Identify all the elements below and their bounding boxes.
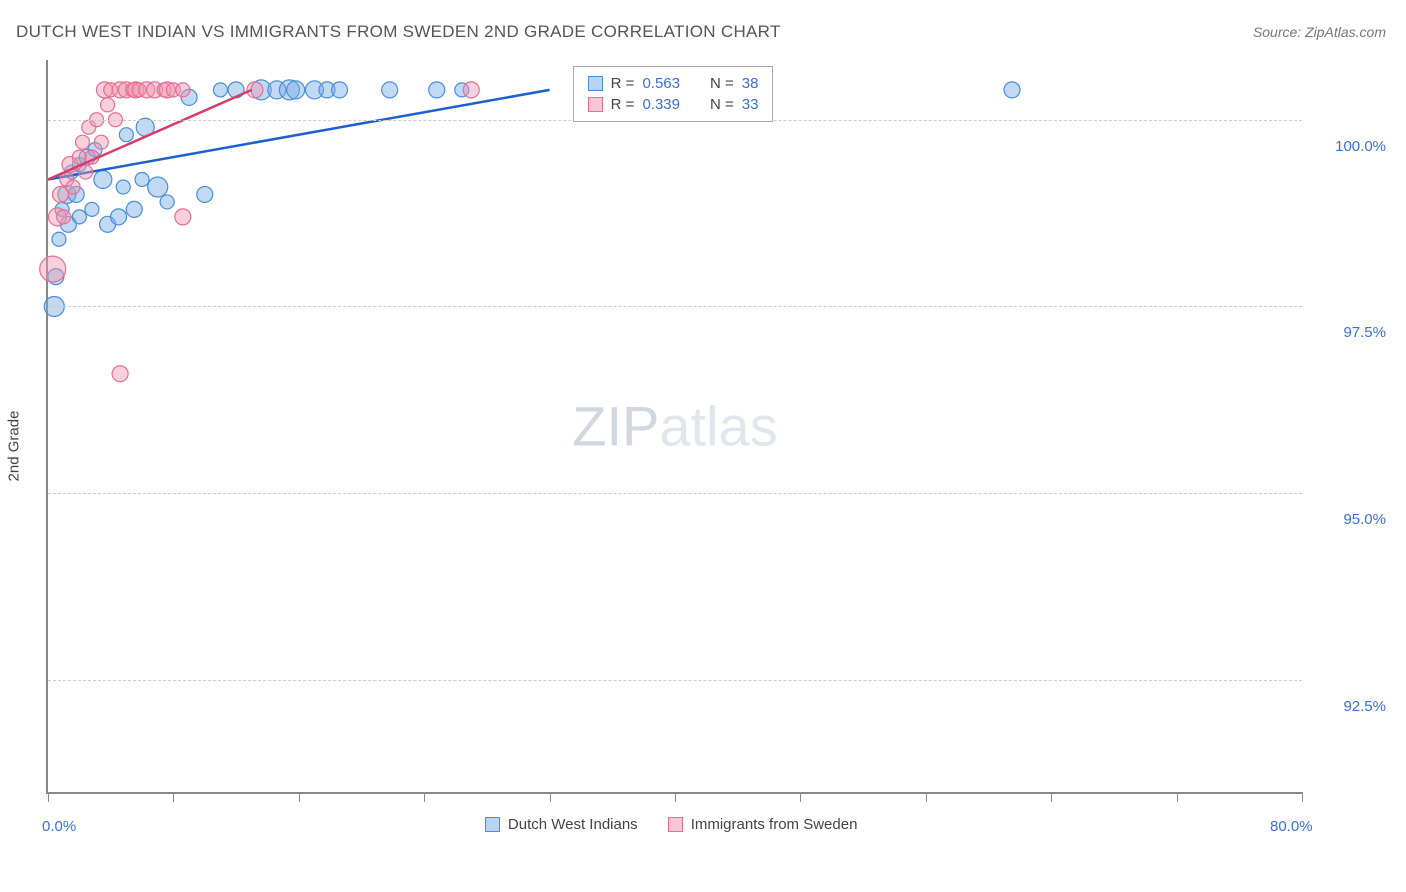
r-value: 0.563 bbox=[642, 75, 680, 92]
data-point bbox=[94, 135, 108, 149]
data-point bbox=[382, 82, 398, 98]
x-tick bbox=[926, 792, 927, 802]
data-point bbox=[1004, 82, 1020, 98]
n-label: N = bbox=[710, 96, 734, 113]
data-point bbox=[72, 150, 86, 164]
x-tick bbox=[1177, 792, 1178, 802]
source-attribution: Source: ZipAtlas.com bbox=[1253, 24, 1386, 40]
y-tick-label: 92.5% bbox=[1343, 698, 1386, 715]
x-tick bbox=[675, 792, 676, 802]
correlation-legend: R = 0.563 N = 38 R = 0.339 N = 33 bbox=[573, 66, 774, 122]
data-point bbox=[197, 186, 213, 202]
data-point bbox=[72, 210, 86, 224]
data-point bbox=[126, 201, 142, 217]
x-max-label: 80.0% bbox=[1270, 818, 1313, 835]
data-point bbox=[119, 128, 133, 142]
data-point bbox=[101, 98, 115, 112]
data-point bbox=[66, 180, 80, 194]
data-point bbox=[175, 209, 191, 225]
data-point bbox=[429, 82, 445, 98]
data-point bbox=[57, 210, 71, 224]
chart-svg bbox=[48, 60, 1302, 792]
data-point bbox=[40, 256, 66, 282]
series-swatch bbox=[588, 97, 603, 112]
x-min-label: 0.0% bbox=[42, 818, 76, 835]
n-label: N = bbox=[710, 75, 734, 92]
legend-label: Immigrants from Sweden bbox=[691, 816, 858, 833]
series-swatch bbox=[588, 76, 603, 91]
n-value: 33 bbox=[742, 96, 759, 113]
data-point bbox=[116, 180, 130, 194]
data-point bbox=[213, 83, 227, 97]
data-point bbox=[176, 83, 190, 97]
gridline bbox=[48, 306, 1302, 307]
data-point bbox=[111, 209, 127, 225]
correlation-row: R = 0.563 N = 38 bbox=[588, 73, 759, 94]
x-tick bbox=[173, 792, 174, 802]
data-point bbox=[463, 82, 479, 98]
legend-item: Dutch West Indians bbox=[485, 816, 638, 833]
data-point bbox=[112, 366, 128, 382]
series-legend: Dutch West Indians Immigrants from Sweden bbox=[485, 816, 858, 833]
correlation-row: R = 0.339 N = 33 bbox=[588, 94, 759, 115]
trend-line bbox=[48, 90, 252, 180]
y-tick-label: 95.0% bbox=[1343, 511, 1386, 528]
data-point bbox=[79, 165, 93, 179]
series-swatch bbox=[668, 817, 683, 832]
legend-item: Immigrants from Sweden bbox=[668, 816, 858, 833]
data-point bbox=[75, 135, 89, 149]
x-tick bbox=[48, 792, 49, 802]
x-tick bbox=[424, 792, 425, 802]
gridline bbox=[48, 680, 1302, 681]
data-point bbox=[52, 232, 66, 246]
data-point bbox=[94, 171, 112, 189]
r-label: R = bbox=[611, 96, 635, 113]
legend-label: Dutch West Indians bbox=[508, 816, 638, 833]
plot-area: ZIPatlas bbox=[46, 60, 1302, 794]
x-tick bbox=[1051, 792, 1052, 802]
r-value: 0.339 bbox=[642, 96, 680, 113]
data-point bbox=[332, 82, 348, 98]
y-tick-label: 97.5% bbox=[1343, 324, 1386, 341]
data-point bbox=[148, 177, 168, 197]
n-value: 38 bbox=[742, 75, 759, 92]
chart-title: DUTCH WEST INDIAN VS IMMIGRANTS FROM SWE… bbox=[16, 22, 781, 42]
series-swatch bbox=[485, 817, 500, 832]
x-tick bbox=[299, 792, 300, 802]
x-tick bbox=[800, 792, 801, 802]
y-tick-label: 100.0% bbox=[1335, 138, 1386, 155]
x-tick bbox=[1302, 792, 1303, 802]
data-point bbox=[85, 202, 99, 216]
r-label: R = bbox=[611, 75, 635, 92]
data-point bbox=[135, 173, 149, 187]
x-tick bbox=[550, 792, 551, 802]
gridline bbox=[48, 493, 1302, 494]
data-point bbox=[287, 81, 305, 99]
y-axis-label: 2nd Grade bbox=[6, 411, 23, 482]
data-point bbox=[160, 195, 174, 209]
